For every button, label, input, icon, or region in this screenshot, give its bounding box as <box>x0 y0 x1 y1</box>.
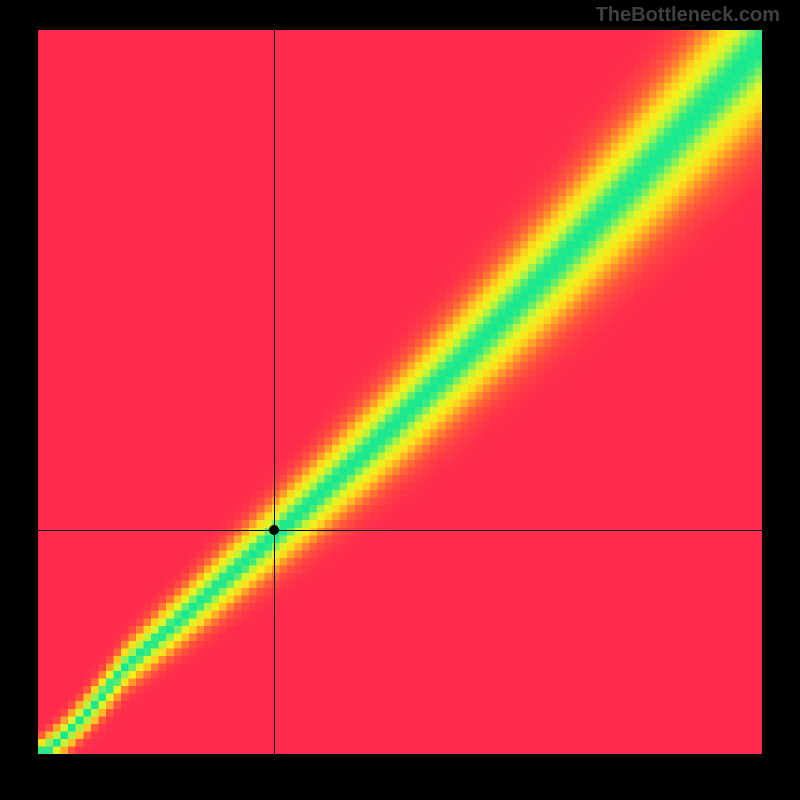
crosshair-vertical <box>274 30 275 754</box>
crosshair-marker <box>269 525 279 535</box>
bottleneck-heatmap <box>38 30 762 754</box>
crosshair-horizontal <box>38 530 762 531</box>
watermark-text: TheBottleneck.com <box>596 4 780 27</box>
chart-container: TheBottleneck.com <box>0 0 800 800</box>
